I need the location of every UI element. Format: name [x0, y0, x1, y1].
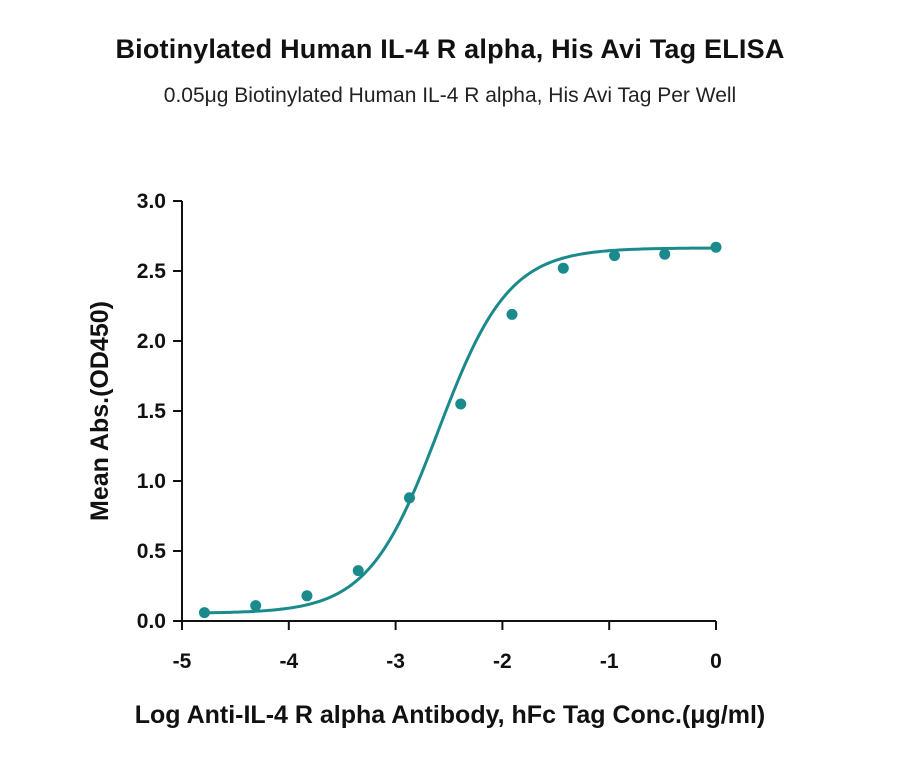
x-tick-label: -2	[493, 650, 512, 673]
y-tick-label: 0.5	[137, 540, 167, 563]
data-point	[301, 590, 313, 602]
chart-subtitle: 0.05μg Biotinylated Human IL-4 R alpha, …	[163, 84, 737, 107]
data-point	[609, 250, 621, 262]
y-tick-label: 1.0	[137, 470, 166, 493]
data-point	[250, 600, 262, 612]
y-tick-label: 3.0	[137, 190, 166, 213]
axes	[181, 201, 716, 622]
x-tick-label: 0	[710, 650, 722, 673]
fit-curve	[204, 246, 717, 615]
x-tick-label: -3	[386, 650, 405, 673]
data-point	[455, 398, 467, 410]
y-tick-label: 2.5	[137, 260, 167, 283]
data-point	[506, 308, 518, 320]
data-point	[352, 565, 364, 577]
x-tick-label: -4	[279, 650, 298, 673]
y-tick-label: 2.0	[137, 330, 166, 353]
x-tick-label: -1	[600, 650, 619, 673]
data-point	[659, 248, 671, 260]
data-point	[198, 607, 210, 619]
data-point	[403, 492, 415, 504]
chart-title: Biotinylated Human IL-4 R alpha, His Avi…	[115, 34, 785, 64]
x-axis-title: Log Anti-IL-4 R alpha Antibody, hFc Tag …	[135, 701, 766, 729]
y-tick-label: 1.5	[137, 400, 167, 423]
data-point	[557, 262, 569, 274]
x-tick-label: -5	[173, 650, 192, 673]
data-points	[198, 241, 722, 619]
ticks: 0.0 0.5 1.0 1.5 2.0 2.5 3.0 -5 -4 -3 -2 -1 0	[137, 190, 722, 673]
y-axis-title: Mean Abs.(OD450)	[86, 301, 114, 521]
data-point	[710, 241, 722, 253]
y-tick-label: 0.0	[137, 610, 166, 633]
